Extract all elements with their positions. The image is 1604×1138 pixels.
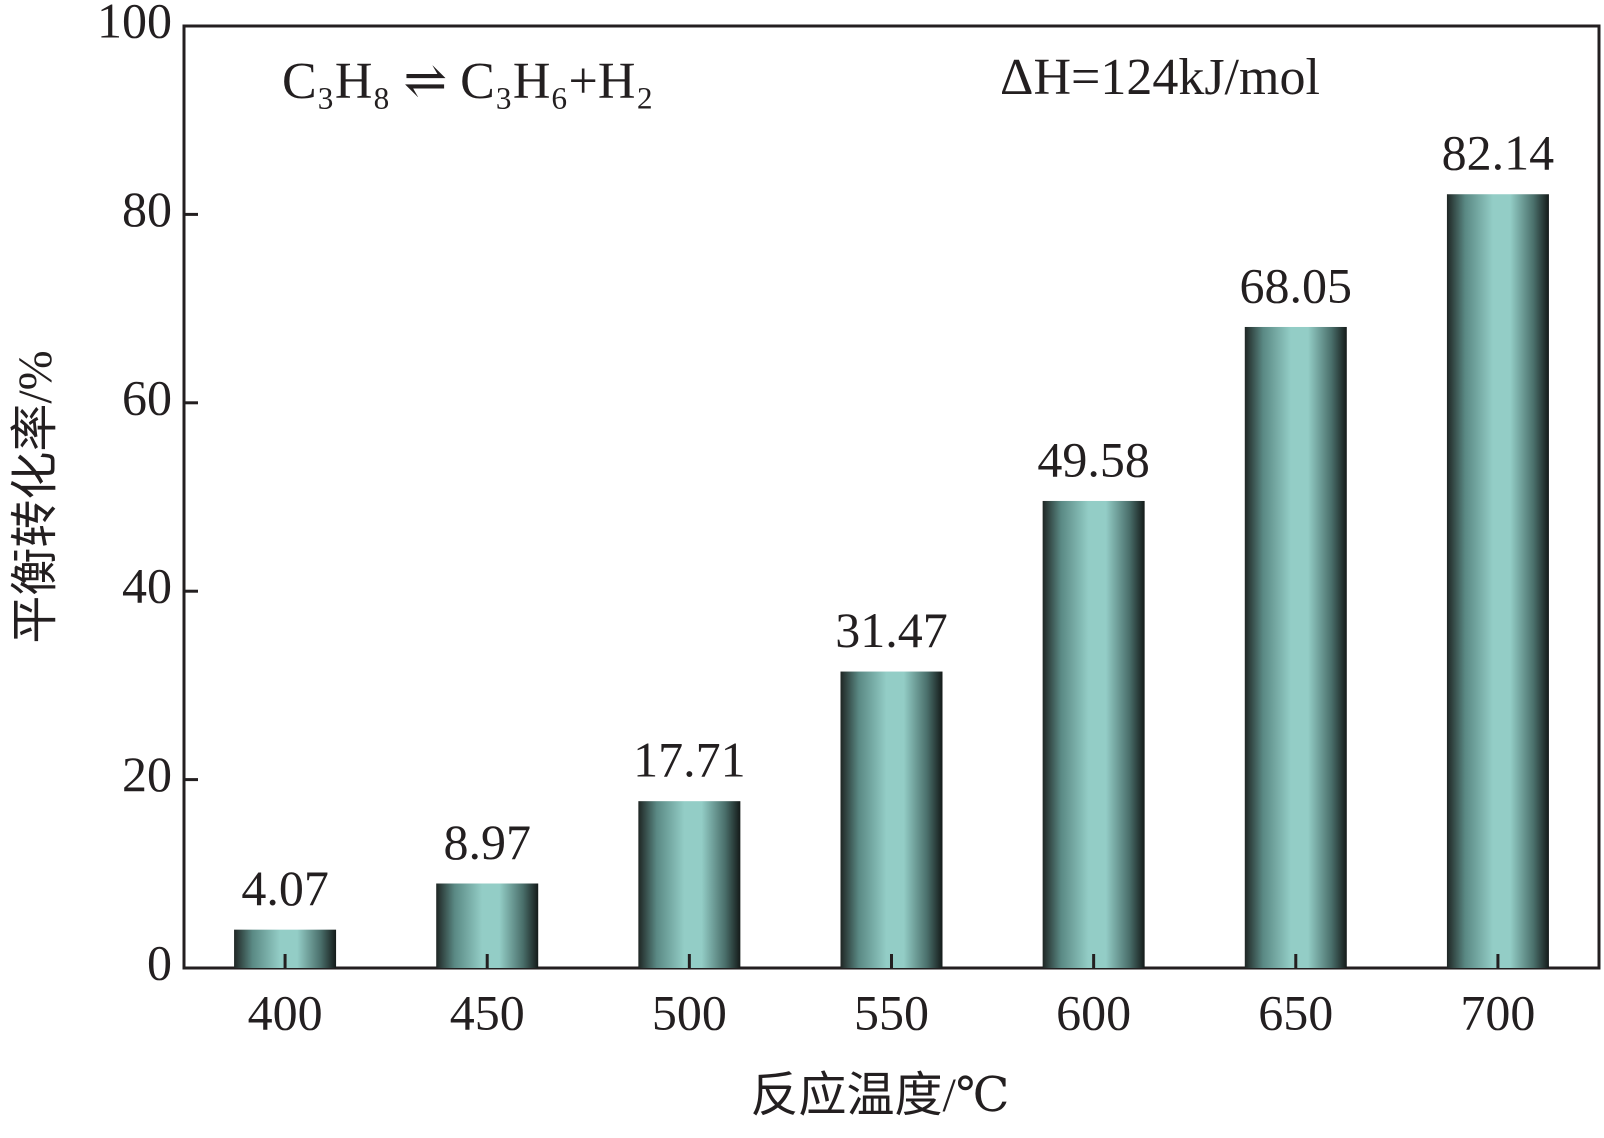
y-tick-label: 80 — [122, 181, 172, 237]
reaction-annotation: C₃H₈ ⇌ C₃H₆+H₂ — [282, 53, 654, 110]
value-label: 4.07 — [241, 860, 329, 916]
x-tick-label: 650 — [1258, 984, 1333, 1040]
value-label: 82.14 — [1442, 125, 1555, 181]
bar — [1042, 500, 1145, 968]
x-tick-label: 700 — [1460, 984, 1535, 1040]
bar — [638, 801, 741, 968]
value-label: 8.97 — [443, 814, 531, 870]
value-label: 17.71 — [633, 732, 746, 788]
y-tick-label: 0 — [147, 934, 172, 990]
bar — [436, 883, 539, 968]
x-tick-label: 550 — [854, 984, 929, 1040]
bar — [840, 671, 943, 968]
x-tick-label: 450 — [450, 984, 525, 1040]
value-label: 49.58 — [1037, 431, 1150, 487]
x-tick-label: 400 — [248, 984, 323, 1040]
y-axis-title: 平衡转化率/% — [9, 350, 62, 643]
x-tick-label: 500 — [652, 984, 727, 1040]
y-tick-label: 60 — [122, 369, 172, 425]
y-tick-label: 20 — [122, 746, 172, 802]
bar — [1446, 194, 1549, 968]
x-tick-label: 600 — [1056, 984, 1131, 1040]
value-label: 68.05 — [1240, 257, 1353, 313]
y-tick-label: 100 — [97, 0, 172, 48]
bar — [1244, 326, 1347, 968]
value-label: 31.47 — [835, 602, 948, 658]
enthalpy-annotation: ΔH=124kJ/mol — [1000, 49, 1320, 106]
y-tick-label: 40 — [122, 558, 172, 614]
x-axis-title: 反应温度/℃ — [750, 1069, 1009, 1122]
